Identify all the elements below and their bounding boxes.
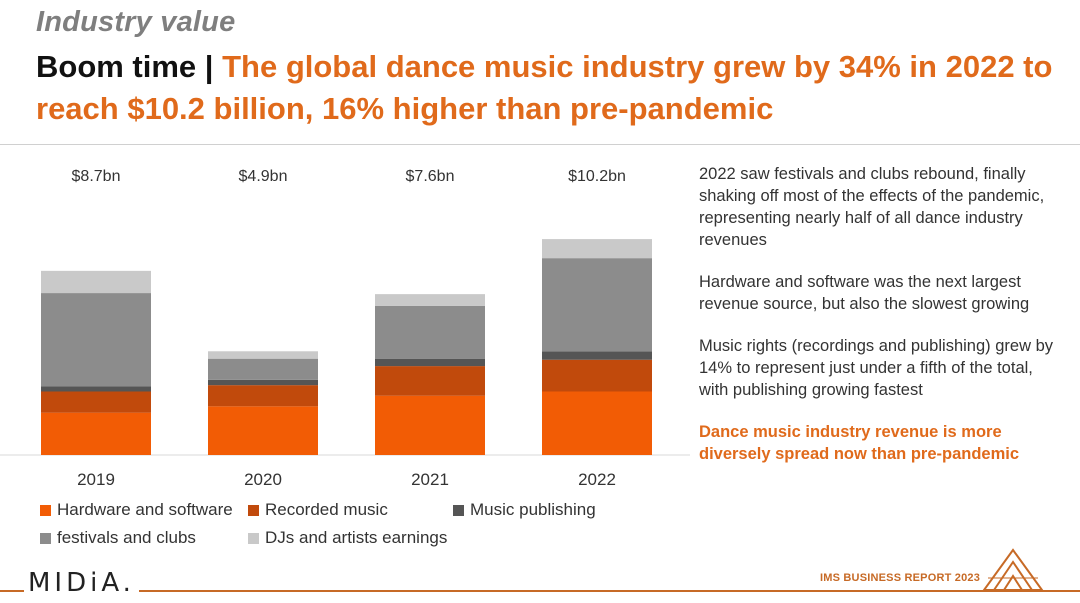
legend-item-djs: DJs and artists earnings [248, 528, 447, 548]
bar-hardware-2019 [41, 412, 151, 455]
legend-item-publishing: Music publishing [453, 500, 596, 520]
page-headline: Boom time | The global dance music indus… [36, 46, 1056, 130]
total-label-2021: $7.6bn [406, 168, 455, 185]
bar-recorded-2022 [542, 359, 652, 392]
bar-hardware-2021 [375, 395, 485, 455]
legend-label-recorded: Recorded music [265, 500, 388, 519]
report-label: IMS BUSINESS REPORT 2023 [820, 572, 981, 584]
bar-djs-2022 [542, 239, 652, 259]
commentary-hardware: Hardware and software was the next large… [699, 273, 1030, 313]
bar-festivals-2022 [542, 258, 652, 352]
bar-publishing-2022 [542, 351, 652, 360]
bottom-divider [0, 590, 1080, 592]
stacked-bar-chart: $8.7bn 2019 $4.9bn 2020 $7.6bn 2021 $10.2bn 202… [0, 168, 690, 489]
bar-hardware-2020 [208, 406, 318, 455]
bar-festivals-2019 [41, 293, 151, 387]
x-tick-2020: 2020 [244, 470, 282, 489]
bar-hardware-2022 [542, 391, 652, 455]
commentary-highlight: Dance music industry revenue is more div… [699, 423, 1020, 463]
legend-label-publishing: Music publishing [470, 500, 596, 519]
bar-recorded-2019 [41, 391, 151, 413]
legend-label-festivals: festivals and clubs [57, 528, 196, 547]
bar-publishing-2019 [41, 386, 151, 392]
bar-djs-2019 [41, 270, 151, 294]
commentary-panel: 2022 saw festivals and clubs rebound, fi… [699, 163, 1059, 485]
legend-swatch-recorded [248, 504, 259, 516]
total-label-2020: $4.9bn [239, 168, 288, 185]
commentary-festivals: 2022 saw festivals and clubs rebound, fi… [699, 165, 1045, 249]
legend-label-djs: DJs and artists earnings [265, 528, 448, 547]
legend-item-hardware: Hardware and software [40, 500, 233, 520]
ims-pyramid-logo [982, 548, 1044, 591]
legend-swatch-publishing [453, 504, 464, 516]
section-kicker: Industry value [36, 6, 236, 38]
x-tick-2021: 2021 [411, 470, 449, 489]
chart-legend: Hardware and software Recorded music Mus… [40, 500, 680, 560]
x-tick-2022: 2022 [578, 470, 616, 489]
bar-djs-2021 [375, 294, 485, 306]
legend-label-hardware: Hardware and software [57, 500, 233, 519]
total-label-2022: $10.2bn [568, 168, 626, 185]
legend-item-recorded: Recorded music [248, 500, 388, 520]
legend-swatch-festivals [40, 532, 51, 544]
midia-logo: MIDiA. [24, 568, 139, 598]
bar-festivals-2020 [208, 358, 318, 380]
bar-djs-2020 [208, 351, 318, 359]
total-label-2019: $8.7bn [72, 168, 121, 185]
top-divider [0, 144, 1080, 145]
headline-lead: Boom time | [36, 49, 214, 84]
headline-text: The global dance music industry grew by … [36, 49, 1053, 126]
legend-swatch-djs [248, 532, 259, 544]
bar-festivals-2021 [375, 305, 485, 359]
bar-recorded-2020 [208, 385, 318, 407]
bar-publishing-2021 [375, 358, 485, 367]
legend-swatch-hardware [40, 504, 51, 516]
legend-item-festivals: festivals and clubs [40, 528, 196, 548]
commentary-music-rights: Music rights (recordings and publishing)… [699, 337, 1053, 399]
bar-recorded-2021 [375, 366, 485, 396]
x-tick-2019: 2019 [77, 470, 115, 489]
bar-publishing-2020 [208, 379, 318, 386]
